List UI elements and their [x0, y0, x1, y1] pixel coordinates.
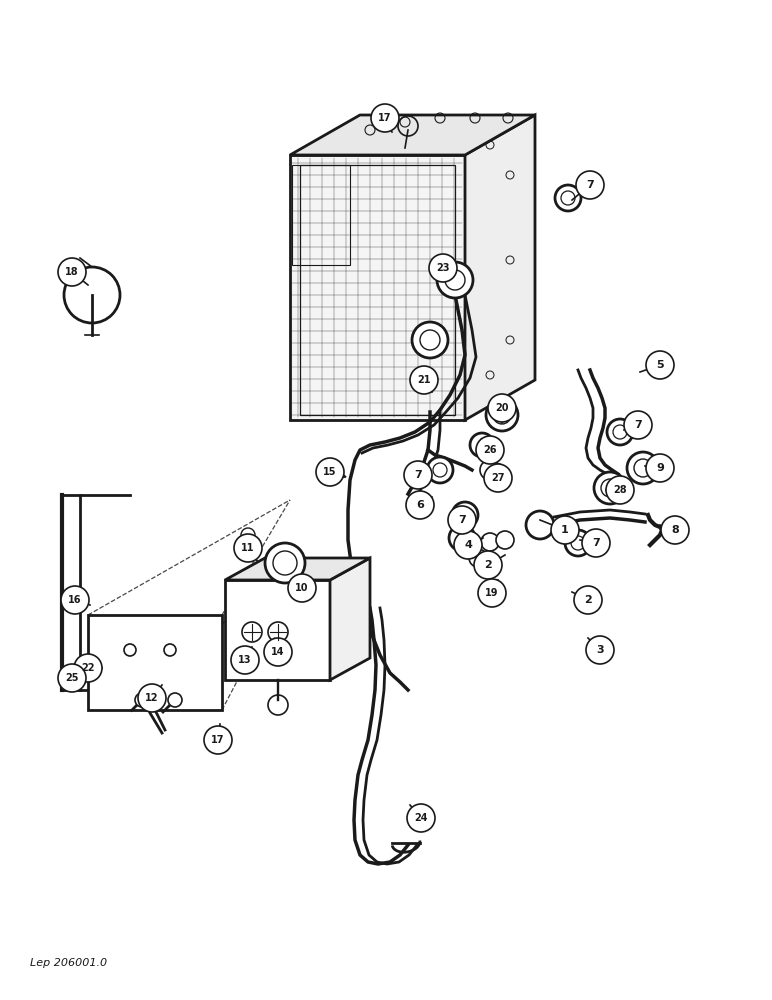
Text: 7: 7	[592, 538, 600, 548]
Text: 19: 19	[486, 588, 499, 598]
Text: 12: 12	[145, 693, 159, 703]
Polygon shape	[225, 580, 330, 680]
Circle shape	[406, 491, 434, 519]
Circle shape	[624, 411, 652, 439]
Circle shape	[574, 586, 602, 614]
Text: 20: 20	[496, 403, 509, 413]
Text: 7: 7	[414, 470, 422, 480]
Circle shape	[576, 171, 604, 199]
Circle shape	[264, 638, 292, 666]
Text: 7: 7	[458, 515, 466, 525]
Circle shape	[452, 502, 478, 528]
Text: 27: 27	[491, 473, 505, 483]
Circle shape	[412, 322, 448, 358]
Text: 2: 2	[584, 595, 592, 605]
Circle shape	[470, 433, 494, 457]
Circle shape	[371, 104, 399, 132]
Text: 3: 3	[596, 645, 604, 655]
Circle shape	[478, 579, 506, 607]
Text: 22: 22	[81, 663, 95, 673]
Text: 8: 8	[671, 525, 679, 535]
Circle shape	[288, 574, 316, 602]
Circle shape	[74, 654, 102, 682]
Text: 7: 7	[634, 420, 642, 430]
Circle shape	[265, 543, 305, 583]
Polygon shape	[330, 558, 370, 680]
Circle shape	[138, 684, 166, 712]
Circle shape	[407, 804, 435, 832]
Circle shape	[427, 457, 453, 483]
Circle shape	[646, 351, 674, 379]
Circle shape	[61, 586, 89, 614]
Text: 16: 16	[68, 595, 82, 605]
Circle shape	[404, 461, 432, 489]
Circle shape	[555, 185, 581, 211]
Text: 5: 5	[656, 360, 664, 370]
Text: 15: 15	[323, 467, 337, 477]
Text: Lep 206001.0: Lep 206001.0	[30, 958, 107, 968]
Circle shape	[661, 516, 689, 544]
Circle shape	[486, 399, 518, 431]
Circle shape	[437, 262, 473, 298]
Polygon shape	[465, 115, 535, 420]
Circle shape	[429, 254, 457, 282]
Text: 21: 21	[417, 375, 431, 385]
Text: 6: 6	[416, 500, 424, 510]
Circle shape	[607, 419, 633, 445]
Polygon shape	[88, 615, 222, 710]
Circle shape	[204, 726, 232, 754]
Circle shape	[551, 516, 579, 544]
Circle shape	[231, 646, 259, 674]
Circle shape	[526, 511, 554, 539]
Circle shape	[474, 551, 502, 579]
Circle shape	[469, 549, 487, 567]
Text: 2: 2	[484, 560, 492, 570]
Circle shape	[135, 693, 149, 707]
Circle shape	[316, 458, 344, 486]
Text: 18: 18	[65, 267, 79, 277]
Circle shape	[586, 636, 614, 664]
Text: 9: 9	[656, 463, 664, 473]
Text: 11: 11	[241, 543, 255, 553]
Circle shape	[565, 530, 591, 556]
Text: 7: 7	[586, 180, 594, 190]
Circle shape	[234, 534, 262, 562]
Text: 4: 4	[464, 540, 472, 550]
Circle shape	[454, 531, 482, 559]
Circle shape	[484, 464, 512, 492]
Text: 26: 26	[483, 445, 496, 455]
Circle shape	[606, 476, 634, 504]
Circle shape	[481, 533, 499, 551]
Circle shape	[58, 258, 86, 286]
Circle shape	[410, 366, 438, 394]
Circle shape	[582, 529, 610, 557]
Text: 17: 17	[378, 113, 391, 123]
Circle shape	[594, 472, 626, 504]
Text: 1: 1	[561, 525, 569, 535]
Circle shape	[488, 394, 516, 422]
Circle shape	[168, 693, 182, 707]
Text: 25: 25	[66, 673, 79, 683]
Circle shape	[241, 528, 255, 542]
Text: 13: 13	[239, 655, 252, 665]
Circle shape	[448, 506, 476, 534]
Text: 14: 14	[271, 647, 285, 657]
Circle shape	[449, 525, 475, 551]
Text: 24: 24	[415, 813, 428, 823]
Circle shape	[646, 454, 674, 482]
Polygon shape	[290, 155, 465, 420]
Text: 17: 17	[212, 735, 225, 745]
Polygon shape	[225, 558, 370, 580]
Circle shape	[496, 531, 514, 549]
Polygon shape	[290, 115, 535, 155]
Circle shape	[627, 452, 659, 484]
Text: 23: 23	[436, 263, 450, 273]
Circle shape	[476, 436, 504, 464]
Circle shape	[58, 664, 86, 692]
Text: 28: 28	[613, 485, 627, 495]
Text: 10: 10	[295, 583, 309, 593]
